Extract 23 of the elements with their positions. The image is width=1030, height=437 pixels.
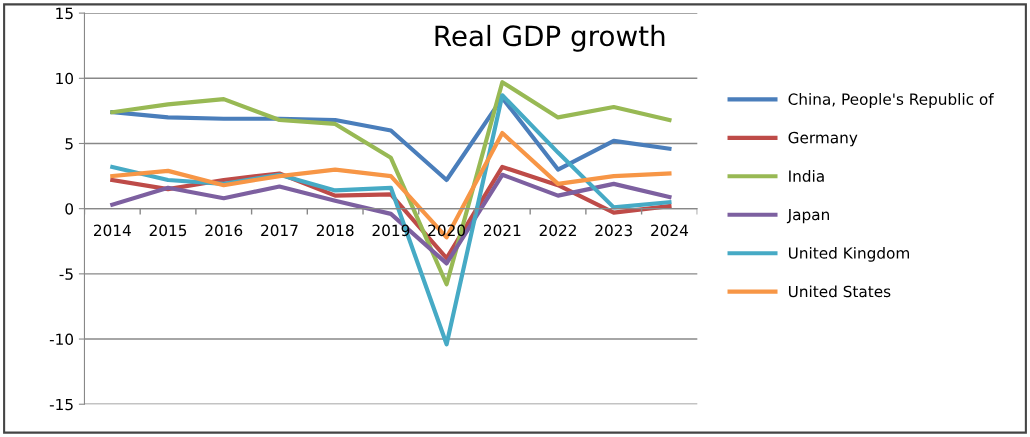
legend-label: India: [789, 170, 824, 182]
x-tick-label: 2023: [595, 224, 632, 237]
x-tick-label: 2015: [149, 224, 187, 237]
chart-title: Real GDP growth: [435, 24, 665, 52]
x-tick-label: 2024: [651, 224, 689, 237]
x-tick-label: 2017: [261, 224, 298, 237]
x-tick-label: 2016: [205, 224, 243, 237]
y-tick-label: 0: [65, 203, 74, 215]
y-tick-label: 15: [56, 7, 73, 20]
y-tick-label: 10: [56, 72, 74, 85]
y-tick-label: -15: [49, 398, 73, 411]
y-tick-label: 5: [65, 138, 73, 150]
legend-label: China, People's Republic of: [788, 93, 994, 108]
y-tick-label: -5: [59, 268, 73, 280]
legend-label: Japan: [786, 208, 829, 224]
legend-label: United Kingdom: [788, 246, 909, 262]
y-tick-label: -10: [49, 333, 74, 346]
x-tick-label: 2018: [316, 224, 354, 237]
x-tick-label: 2014: [94, 224, 131, 237]
x-tick-label: 2021: [483, 224, 521, 237]
legend-label: Germany: [788, 131, 858, 147]
x-tick-label: 2022: [539, 224, 576, 237]
legend-label: United States: [788, 285, 891, 298]
